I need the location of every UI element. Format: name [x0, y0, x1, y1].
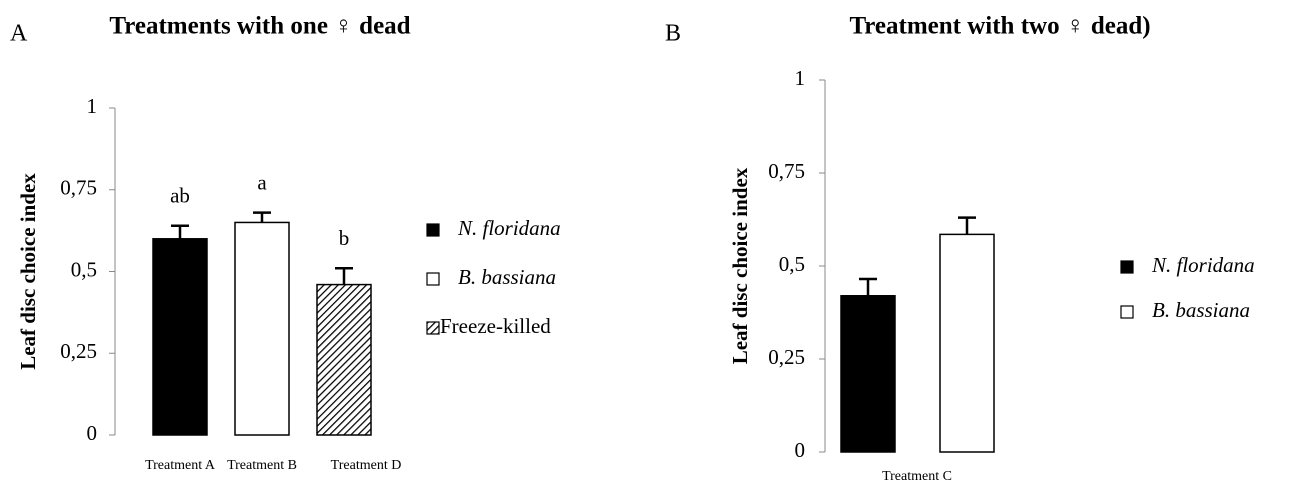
- y-tick-label: 1: [795, 66, 806, 90]
- bar: [939, 233, 995, 453]
- legend-marker: [426, 272, 440, 286]
- bar: [152, 238, 208, 436]
- significance-letter: b: [339, 226, 350, 250]
- y-tick-label: 0,25: [768, 345, 805, 369]
- legend-label: B. bassiana: [1152, 298, 1250, 322]
- legend-marker: [426, 321, 440, 335]
- x-tick-label: Treatment A: [145, 458, 216, 473]
- bar: [316, 283, 372, 436]
- legend-label: N. floridana: [457, 216, 561, 240]
- panel-label: B: [665, 21, 681, 47]
- y-tick-label: 0,5: [779, 252, 805, 276]
- legend-label: Freeze-killed: [440, 314, 551, 338]
- legend-marker: [426, 223, 440, 237]
- error-bar: [253, 211, 271, 223]
- legend-label: N. floridana: [1151, 253, 1255, 277]
- y-tick-label: 1: [87, 94, 98, 118]
- error-bar: [859, 277, 877, 296]
- error-bar: [335, 266, 353, 285]
- legend-marker: [1120, 260, 1134, 274]
- panel-label: A: [10, 21, 28, 47]
- y-tick-label: 0,25: [60, 339, 97, 363]
- x-tick-label: Treatment D: [331, 458, 402, 473]
- y-tick-label: 0: [795, 438, 806, 462]
- y-axis-label: Leaf disc choice index: [16, 173, 40, 370]
- bar: [840, 295, 896, 453]
- y-tick-label: 0: [87, 421, 98, 445]
- significance-letter: a: [257, 170, 267, 194]
- bar: [234, 221, 290, 436]
- error-bar: [171, 224, 189, 239]
- y-axis-label: Leaf disc choice index: [728, 167, 752, 364]
- legend-marker: [1120, 305, 1134, 319]
- x-tick-label: Treatment C: [882, 469, 952, 484]
- y-tick-label: 0,75: [768, 159, 805, 183]
- legend-label: B. bassiana: [458, 265, 556, 289]
- x-tick-label: Treatment B: [227, 458, 297, 473]
- chart-title: Treatment with two ♀ dead): [849, 13, 1150, 40]
- chart-title: Treatments with one ♀ dead: [109, 13, 410, 40]
- y-tick-label: 0,5: [71, 257, 97, 281]
- significance-letter: ab: [170, 184, 190, 208]
- y-tick-label: 0,75: [60, 176, 97, 200]
- error-bar: [958, 216, 976, 235]
